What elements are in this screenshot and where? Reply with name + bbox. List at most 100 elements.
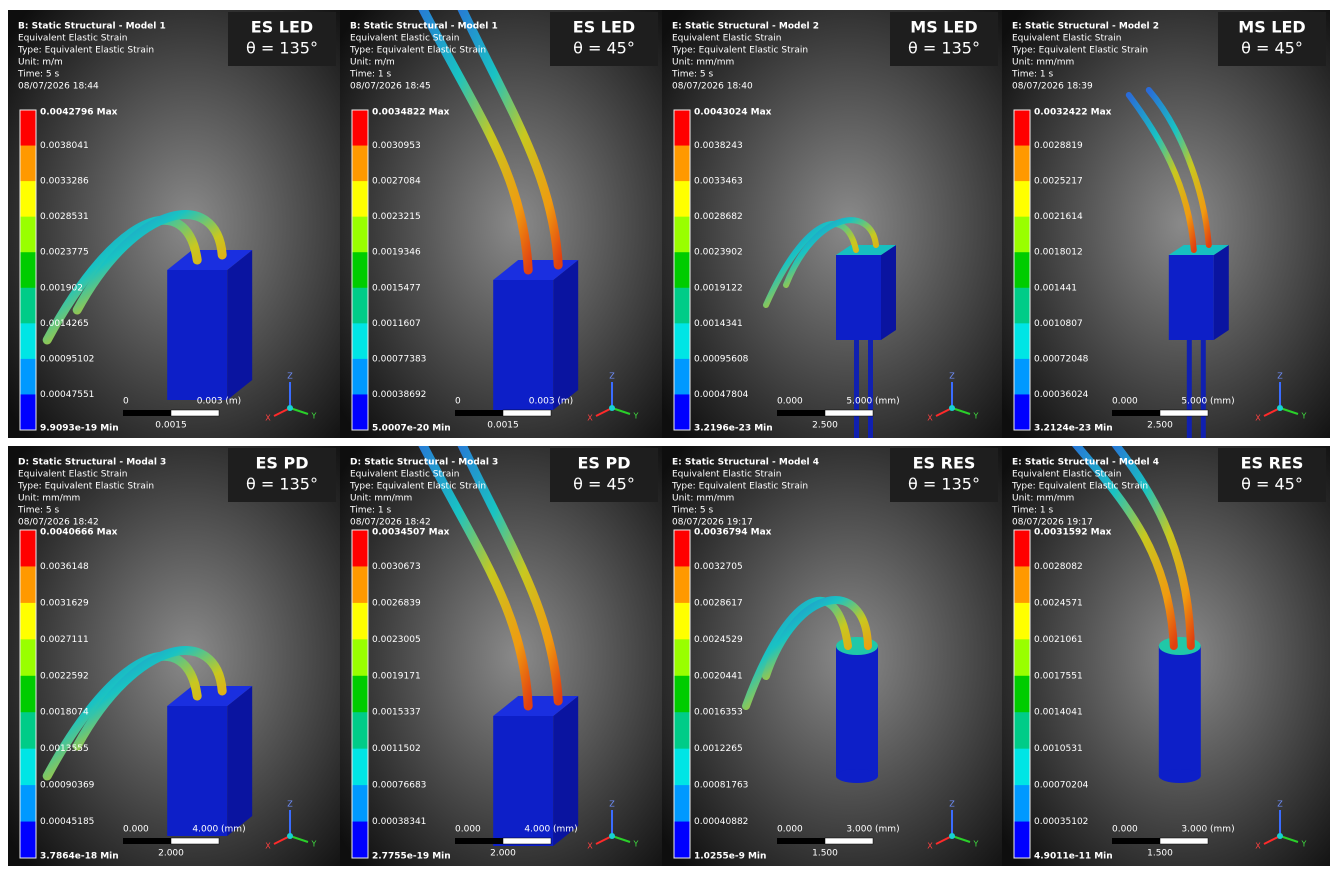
header-line: Time: 5 s — [17, 506, 60, 516]
legend-band — [20, 566, 36, 604]
legend-label: 0.0033286 — [40, 177, 89, 187]
block-top — [1168, 245, 1229, 255]
badge-line: θ = 45° — [573, 39, 635, 58]
legend-label: 0.0021061 — [1034, 635, 1083, 645]
legend-label: 0.0027084 — [372, 177, 421, 187]
legend-label: 0.0038041 — [40, 141, 89, 151]
badge-line: θ = 135° — [908, 475, 980, 494]
result-panel: E: Static Structural - Model 4 Equivalent… — [662, 446, 1002, 866]
legend-label: 0.00040882 — [694, 817, 748, 827]
header-line: Type: Equivalent Elastic Strain — [17, 482, 154, 492]
badge-line: ES RES — [1241, 454, 1304, 473]
legend-band — [1014, 748, 1030, 786]
lead — [1186, 335, 1192, 438]
legend-label: 0.0018012 — [1034, 248, 1083, 258]
scale-label: 0.000 — [455, 825, 481, 835]
header-line: 08/07/2026 18:40 — [672, 82, 753, 92]
result-panel: B: Static Structural - Model 1 Equivalent… — [8, 10, 340, 438]
header-line: 08/07/2026 18:44 — [18, 82, 99, 92]
legend-band — [1014, 358, 1030, 395]
legend-label: 0.0014265 — [40, 319, 89, 329]
legend-label: 0.0011607 — [372, 319, 421, 329]
header-line: Time: 1 s — [349, 70, 392, 80]
legend-band — [352, 602, 368, 640]
triad-label: Y — [973, 412, 979, 421]
triad-label: X — [265, 414, 271, 423]
triad-label: Z — [287, 800, 293, 809]
tube — [742, 597, 852, 710]
legend-band — [352, 639, 368, 677]
legend-band — [1014, 530, 1030, 567]
legend-frame — [351, 109, 369, 431]
cylinder — [1158, 646, 1201, 776]
legend-label: 0.0017551 — [1034, 671, 1083, 681]
header-line: Time: 5 s — [671, 506, 714, 516]
legend-label: 0.00035102 — [1034, 817, 1088, 827]
legend-label: 0.0023215 — [372, 212, 421, 222]
header-line: Type: Equivalent Elastic Strain — [349, 482, 486, 492]
triad-origin — [1277, 833, 1283, 839]
triad-label: Z — [949, 800, 955, 809]
header-line: Unit: mm/mm — [672, 494, 734, 504]
block-front — [836, 255, 881, 340]
tube — [418, 10, 533, 275]
scale-label: 0 — [455, 397, 461, 407]
legend-frame — [1013, 109, 1031, 431]
legend-label: 0.0023902 — [694, 248, 743, 258]
legend-band — [674, 675, 690, 713]
legend-label: 0.0010807 — [1034, 319, 1083, 329]
legend-label: 5.0007e-20 Min — [372, 424, 451, 434]
scale-label: 0.000 — [777, 825, 803, 835]
legend-label: 0.00070204 — [1034, 781, 1089, 791]
badge-background — [890, 12, 998, 66]
badge-line: θ = 45° — [1241, 39, 1303, 58]
scale-label: 3.000 (mm) — [846, 825, 899, 835]
scale-label: 3.000 (mm) — [1181, 825, 1234, 835]
triad-y — [611, 407, 631, 415]
legend-band — [1014, 675, 1030, 713]
block-top — [167, 250, 253, 270]
badge-line: θ = 135° — [246, 39, 318, 58]
legend-band — [674, 602, 690, 640]
triad-label: Z — [949, 372, 955, 381]
result-panel: E: Static Structural - Model 2 Equivalent… — [1002, 10, 1330, 438]
legend-label: 0.0033463 — [694, 177, 743, 187]
legend-label: 0.00047551 — [40, 390, 94, 400]
legend-band — [352, 110, 368, 147]
scale-bar-dark — [123, 838, 171, 844]
scale-bar-light — [170, 409, 220, 417]
tube — [1145, 87, 1212, 248]
legend-band — [674, 566, 690, 604]
scale-bar-dark — [1112, 410, 1160, 416]
header-line: Unit: m/m — [18, 58, 63, 68]
scale-bar-dark — [455, 410, 503, 416]
legend-label: 0.0030953 — [372, 141, 421, 151]
cylinder-bottom — [836, 769, 878, 783]
legend-band — [674, 748, 690, 786]
legend-label: 0.0010531 — [1034, 744, 1083, 754]
triad-label: Y — [633, 412, 639, 421]
triad-label: X — [1255, 842, 1261, 851]
scale-bar-dark — [777, 838, 825, 844]
triad-label: X — [587, 414, 593, 423]
legend-band — [674, 785, 690, 823]
triad-label: Y — [633, 840, 639, 849]
scale-label: 0.003 (m) — [529, 397, 573, 407]
scale-bar-light — [824, 837, 874, 845]
legend-band — [674, 394, 690, 431]
block-top — [167, 686, 253, 706]
legend-band — [674, 287, 690, 324]
legend-label: 0.0032422 Max — [1034, 108, 1112, 118]
legend-band — [674, 358, 690, 395]
legend-band — [352, 252, 368, 289]
scale-bar-dark — [1112, 838, 1160, 844]
triad-y — [951, 407, 971, 415]
header-line: Unit: mm/mm — [350, 494, 412, 504]
result-panel: D: Static Structural - Modal 3 Equivalent… — [8, 446, 340, 866]
legend-label: 0.00047804 — [694, 390, 749, 400]
scale-label: 2.000 — [158, 849, 184, 859]
header-line: Equivalent Elastic Strain — [1012, 34, 1121, 44]
badge-background — [550, 12, 658, 66]
block-right — [227, 686, 253, 836]
